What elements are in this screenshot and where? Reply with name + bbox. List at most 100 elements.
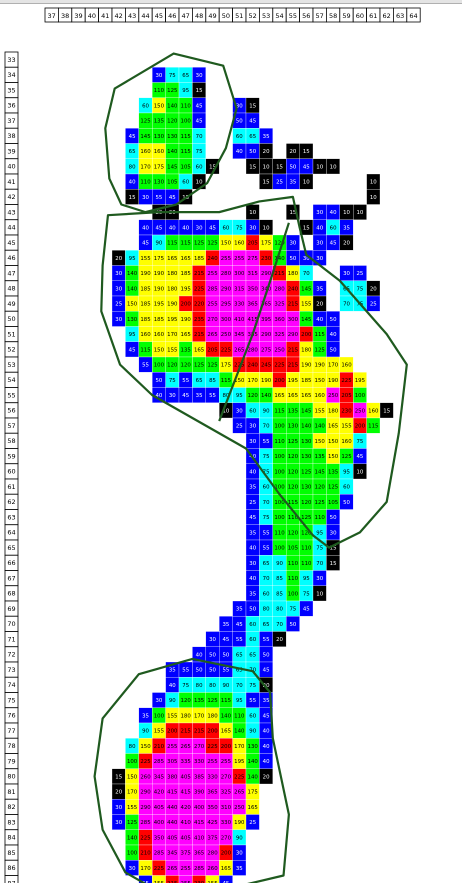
column-header-label: 44 <box>141 12 149 20</box>
cell-value: 215 <box>194 332 204 338</box>
cell-value: 165 <box>328 424 338 430</box>
cell-value: 170 <box>328 363 339 369</box>
cell-value: 40 <box>169 225 176 231</box>
cell-value: 75 <box>169 73 176 79</box>
cell-value: 140 <box>248 759 259 765</box>
cell-value: 30 <box>236 851 243 857</box>
cell-value: 100 <box>274 469 285 475</box>
cell-value: 65 <box>196 378 203 384</box>
cell-value: 135 <box>154 119 164 125</box>
cell-value: 160 <box>341 363 352 369</box>
cell-value: 10 <box>316 164 323 170</box>
cell-value: 120 <box>181 698 192 704</box>
cell-value: 130 <box>288 424 299 430</box>
cell-value: 400 <box>194 805 205 811</box>
column-header-label: 61 <box>369 12 377 20</box>
cell-value: 160 <box>234 241 245 247</box>
cell-value: 65 <box>249 652 256 658</box>
cell-value: 200 <box>301 332 312 338</box>
cell-value: 365 <box>194 851 204 857</box>
column-header-label: 37 <box>48 12 56 20</box>
cell-value: 90 <box>276 561 283 567</box>
cell-value: 30 <box>155 73 162 79</box>
cell-value: 55 <box>263 546 270 552</box>
cell-value: 25 <box>249 500 256 506</box>
cell-value: 190 <box>301 363 312 369</box>
row-header-label: 47 <box>7 269 15 277</box>
cell-value: 330 <box>221 820 232 826</box>
cell-value: 40 <box>196 652 203 658</box>
row-header-label: 55 <box>7 391 15 399</box>
column-header-label: 42 <box>115 12 123 20</box>
cell-value: 45 <box>263 713 270 719</box>
cell-value: 120 <box>288 530 299 536</box>
cell-value: 110 <box>140 180 151 186</box>
cell-value: 140 <box>127 271 138 277</box>
cell-value: 265 <box>207 332 217 338</box>
cell-value: 75 <box>249 683 256 689</box>
cell-value: 100 <box>154 713 165 719</box>
cell-value: 330 <box>194 759 205 765</box>
cell-value: 225 <box>234 774 244 780</box>
cell-value: 15 <box>263 180 270 186</box>
cell-value: 190 <box>261 378 272 384</box>
cell-value: 125 <box>328 485 338 491</box>
cell-value: 110 <box>274 439 285 445</box>
cell-value: 30 <box>316 576 323 582</box>
cell-value: 175 <box>221 363 231 369</box>
cell-value: 280 <box>274 286 285 292</box>
column-header-label: 51 <box>235 12 243 20</box>
cell-value: 140 <box>261 393 272 399</box>
cell-value: 115 <box>221 698 231 704</box>
cell-value: 130 <box>301 485 312 491</box>
cell-value: 405 <box>181 835 191 841</box>
cell-value: 45 <box>169 195 176 201</box>
cell-value: 65 <box>249 134 256 140</box>
cell-value: 120 <box>167 119 178 125</box>
cell-value: 240 <box>248 363 259 369</box>
column-header-label: 55 <box>289 12 297 20</box>
cell-value: 285 <box>154 759 164 765</box>
cell-value: 130 <box>154 180 165 186</box>
cell-value: 45 <box>249 119 256 125</box>
cell-value: 105 <box>328 500 338 506</box>
row-header-label: 53 <box>7 361 15 369</box>
cell-value: 145 <box>315 469 325 475</box>
row-header-label: 62 <box>7 498 15 506</box>
cell-value: 10 <box>370 195 377 201</box>
row-header-label: 50 <box>7 315 15 323</box>
cell-value: 40 <box>249 576 256 582</box>
cell-value: 170 <box>248 378 259 384</box>
cell-value: 10 <box>316 591 323 597</box>
heatmap-cells: 30 75 65 30110 125 95 1560 150 140 110 45 30 15125 13… <box>112 67 393 883</box>
cell-value: 160 <box>154 149 165 155</box>
cell-value: 110 <box>301 546 312 552</box>
cell-value: 40 <box>129 180 136 186</box>
row-header-label: 38 <box>7 132 15 140</box>
column-header-label: 49 <box>208 12 216 20</box>
cell-value: 110 <box>315 515 326 521</box>
cell-value: 150 <box>315 378 326 384</box>
cell-value: 125 <box>288 439 298 445</box>
cell-value: 75 <box>263 454 270 460</box>
cell-value: 440 <box>167 820 178 826</box>
column-header-label: 60 <box>356 12 364 20</box>
row-header-label: 40 <box>7 163 15 171</box>
cell-value: 45 <box>303 607 310 613</box>
cell-value: 125 <box>341 454 351 460</box>
cell-value: 50 <box>155 378 162 384</box>
cell-value: 155 <box>154 729 164 735</box>
cell-value: 265 <box>234 790 244 796</box>
cell-value: 160 <box>315 393 326 399</box>
cell-value: 40 <box>182 225 189 231</box>
cell-value: 30 <box>142 195 149 201</box>
column-header-label: 50 <box>222 12 230 20</box>
cell-value: 185 <box>140 317 150 323</box>
cell-value: 225 <box>341 378 351 384</box>
cell-value: 75 <box>316 546 323 552</box>
cell-value: 140 <box>167 149 178 155</box>
cell-value: 140 <box>221 713 232 719</box>
row-header-label: 77 <box>7 727 15 735</box>
cell-value: 345 <box>167 851 177 857</box>
